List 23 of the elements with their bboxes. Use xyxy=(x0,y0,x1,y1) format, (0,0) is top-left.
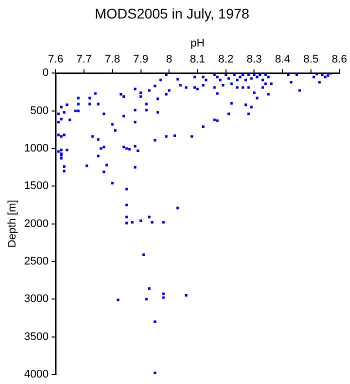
x-tick-label: 8.5 xyxy=(303,54,319,66)
y-tick-label: 4000 xyxy=(24,368,49,380)
x-tick-label: 7.9 xyxy=(133,54,148,66)
y-tick-label: 0 xyxy=(42,67,49,80)
x-tick-label: 8 xyxy=(166,54,172,66)
y-tick-label: 2500 xyxy=(24,255,49,268)
x-tick-label: 7.8 xyxy=(104,54,120,66)
x-tick-label: 8.1 xyxy=(190,54,206,66)
x-axis-title: pH xyxy=(190,37,205,50)
x-tick-label: 7.7 xyxy=(76,54,92,66)
y-tick-label: 3000 xyxy=(24,293,49,306)
y-tick-label: 1000 xyxy=(24,142,49,155)
y-tick-label: 3500 xyxy=(24,330,49,343)
x-tick-label: 8.3 xyxy=(246,54,262,66)
x-tick-label: 7.6 xyxy=(48,54,64,66)
chart-title: MODS2005 in July, 1978 xyxy=(94,5,250,22)
y-tick-label: 2000 xyxy=(24,218,49,230)
y-tick-label: 1500 xyxy=(24,180,49,192)
y-tick-label: 500 xyxy=(30,104,49,117)
x-tick-label: 8.2 xyxy=(218,54,234,66)
x-tick-label: 8.4 xyxy=(274,54,290,66)
x-tick-label: 8.6 xyxy=(332,54,348,66)
y-axis-title: Depth [m] xyxy=(6,200,19,248)
